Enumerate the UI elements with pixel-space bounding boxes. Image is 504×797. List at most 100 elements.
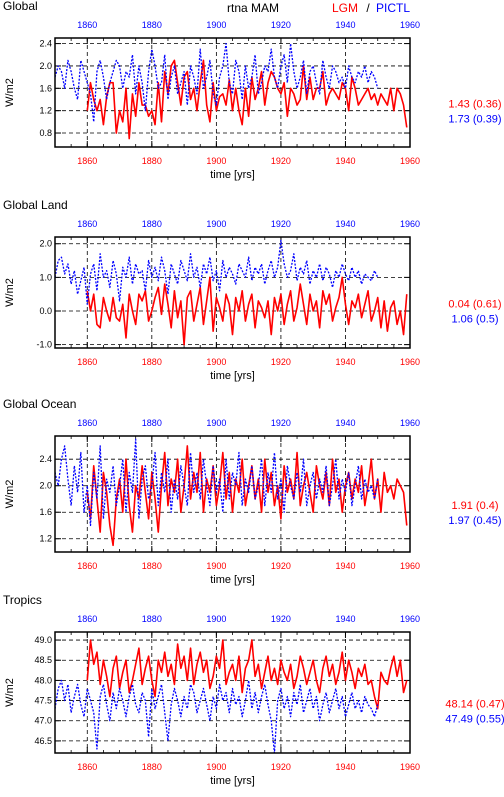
y-tick-label: 48.0 — [34, 675, 52, 685]
x-tick-label-lgm: 1920 — [271, 762, 291, 772]
y-tick-label: 46.5 — [34, 736, 52, 746]
y-tick-label: 47.5 — [34, 696, 52, 706]
x-tick-label-lgm: 1860 — [77, 156, 97, 166]
y-tick-label: 48.5 — [34, 655, 52, 665]
y-tick-label: 47.0 — [34, 716, 52, 726]
stat-lgm: 1.91 (0.4) — [451, 500, 498, 512]
x-tick-label-lgm: 1900 — [206, 762, 226, 772]
stat-pictl: 47.49 (0.55) — [445, 714, 504, 726]
x-tick-label-lgm: 1900 — [206, 156, 226, 166]
legend-pictl-label: PICTL — [376, 1, 410, 15]
x-axis-label: time [yrs] — [210, 370, 255, 382]
x-axis-label: time [yrs] — [210, 574, 255, 586]
y-tick-label: 2.0 — [39, 239, 52, 249]
stat-pictl: 1.97 (0.45) — [448, 515, 501, 527]
x-tick-label-lgm: 1880 — [142, 357, 162, 367]
x-tick-label-lgm: 1900 — [206, 357, 226, 367]
chart-panel-3: Global Ocean 1.2 1.6 2.0 2.4 1860 1860 1880 1880… — [3, 397, 502, 586]
x-tick-label-lgm: 1880 — [142, 762, 162, 772]
x-tick-label-pictl: 1860 — [77, 219, 97, 229]
x-tick-label-pictl: 1960 — [400, 614, 420, 624]
chart-panel-4: Tropics 46.5 47.0 47.5 48.0 48.5 49.0 1860 1860 1… — [3, 593, 504, 787]
x-tick-label-pictl: 1920 — [271, 20, 291, 30]
y-tick-label: 2.0 — [39, 61, 52, 71]
x-tick-label-pictl: 1920 — [271, 614, 291, 624]
series-line-pictl — [55, 239, 379, 305]
x-tick-label-pictl: 1880 — [142, 219, 162, 229]
x-tick-label-pictl: 1940 — [335, 614, 355, 624]
figure-header: rtna MAM LGM / PICTL — [227, 1, 410, 15]
x-tick-label-pictl: 1940 — [335, 20, 355, 30]
plot-frame — [54, 435, 411, 553]
x-tick-label-pictl: 1900 — [206, 418, 226, 428]
stat-lgm: 1.43 (0.36) — [448, 99, 501, 111]
plot-frame — [54, 37, 411, 148]
x-tick-label-pictl: 1960 — [400, 418, 420, 428]
x-tick-label-pictl: 1860 — [77, 20, 97, 30]
panel-title: Tropics — [3, 593, 42, 607]
x-tick-label-pictl: 1960 — [400, 20, 420, 30]
x-tick-label-lgm: 1860 — [77, 561, 97, 571]
series-line-lgm — [86, 276, 408, 346]
stat-lgm: 48.14 (0.47) — [445, 699, 504, 711]
x-tick-label-pictl: 1940 — [335, 219, 355, 229]
y-tick-label: 1.6 — [39, 507, 52, 517]
x-axis-label: time [yrs] — [210, 169, 255, 181]
y-tick-label: 1.0 — [39, 272, 52, 282]
x-tick-label-lgm: 1960 — [400, 156, 420, 166]
x-tick-label-lgm: 1880 — [142, 156, 162, 166]
x-tick-label-lgm: 1860 — [77, 762, 97, 772]
y-tick-label: 1.6 — [39, 83, 52, 93]
x-tick-label-pictl: 1880 — [142, 418, 162, 428]
y-tick-label: 49.0 — [34, 635, 52, 645]
x-tick-label-lgm: 1960 — [400, 762, 420, 772]
y-tick-label: 2.0 — [39, 481, 52, 491]
x-tick-label-pictl: 1860 — [77, 418, 97, 428]
plot-frame — [54, 631, 411, 754]
y-tick-label: 2.4 — [39, 39, 52, 49]
x-tick-label-lgm: 1880 — [142, 561, 162, 571]
x-tick-label-lgm: 1960 — [400, 357, 420, 367]
x-tick-label-lgm: 1940 — [335, 357, 355, 367]
x-tick-label-lgm: 1940 — [335, 561, 355, 571]
legend-lgm-label: LGM — [332, 1, 358, 15]
y-axis-label: W/m2 — [4, 78, 16, 107]
x-tick-label-pictl: 1880 — [142, 614, 162, 624]
stat-lgm: 0.04 (0.61) — [448, 299, 501, 311]
x-tick-label-pictl: 1900 — [206, 614, 226, 624]
y-tick-label: 1.2 — [39, 106, 52, 116]
series-line-lgm — [86, 445, 408, 547]
y-axis-label: W/m2 — [4, 678, 16, 707]
y-tick-label: 0.8 — [39, 128, 52, 138]
series-line-pictl — [55, 679, 379, 753]
x-tick-label-pictl: 1940 — [335, 418, 355, 428]
series-line-lgm — [86, 639, 408, 710]
x-tick-label-lgm: 1860 — [77, 357, 97, 367]
x-tick-label-lgm: 1900 — [206, 561, 226, 571]
x-tick-label-lgm: 1920 — [271, 156, 291, 166]
stat-pictl: 1.06 (0.5) — [451, 314, 498, 326]
y-tick-label: -1.0 — [36, 340, 52, 350]
y-axis-label: W/m2 — [4, 278, 16, 307]
x-tick-label-pictl: 1880 — [142, 20, 162, 30]
x-tick-label-pictl: 1960 — [400, 219, 420, 229]
variable-title: rtna MAM — [227, 1, 279, 15]
x-tick-label-lgm: 1920 — [271, 357, 291, 367]
panels-group: Global 0.8 1.2 1.6 2.0 2.4 1860 1860 1880 1880 190… — [3, 0, 504, 787]
x-axis-label: time [yrs] — [210, 775, 255, 787]
y-tick-label: 2.4 — [39, 454, 52, 464]
chart-panel-1: Global 0.8 1.2 1.6 2.0 2.4 1860 1860 1880 1880 190… — [3, 0, 502, 181]
legend-separator: / — [366, 1, 370, 15]
y-tick-label: 1.2 — [39, 534, 52, 544]
plot-frame — [54, 236, 411, 349]
series-line-pictl — [55, 438, 379, 527]
panel-title: Global Land — [3, 198, 68, 212]
panel-title: Global Ocean — [3, 397, 76, 411]
x-tick-label-pictl: 1900 — [206, 219, 226, 229]
y-axis-label: W/m2 — [4, 480, 16, 509]
x-tick-label-pictl: 1920 — [271, 219, 291, 229]
x-tick-label-lgm: 1940 — [335, 762, 355, 772]
stat-pictl: 1.73 (0.39) — [448, 114, 501, 126]
x-tick-label-lgm: 1920 — [271, 561, 291, 571]
